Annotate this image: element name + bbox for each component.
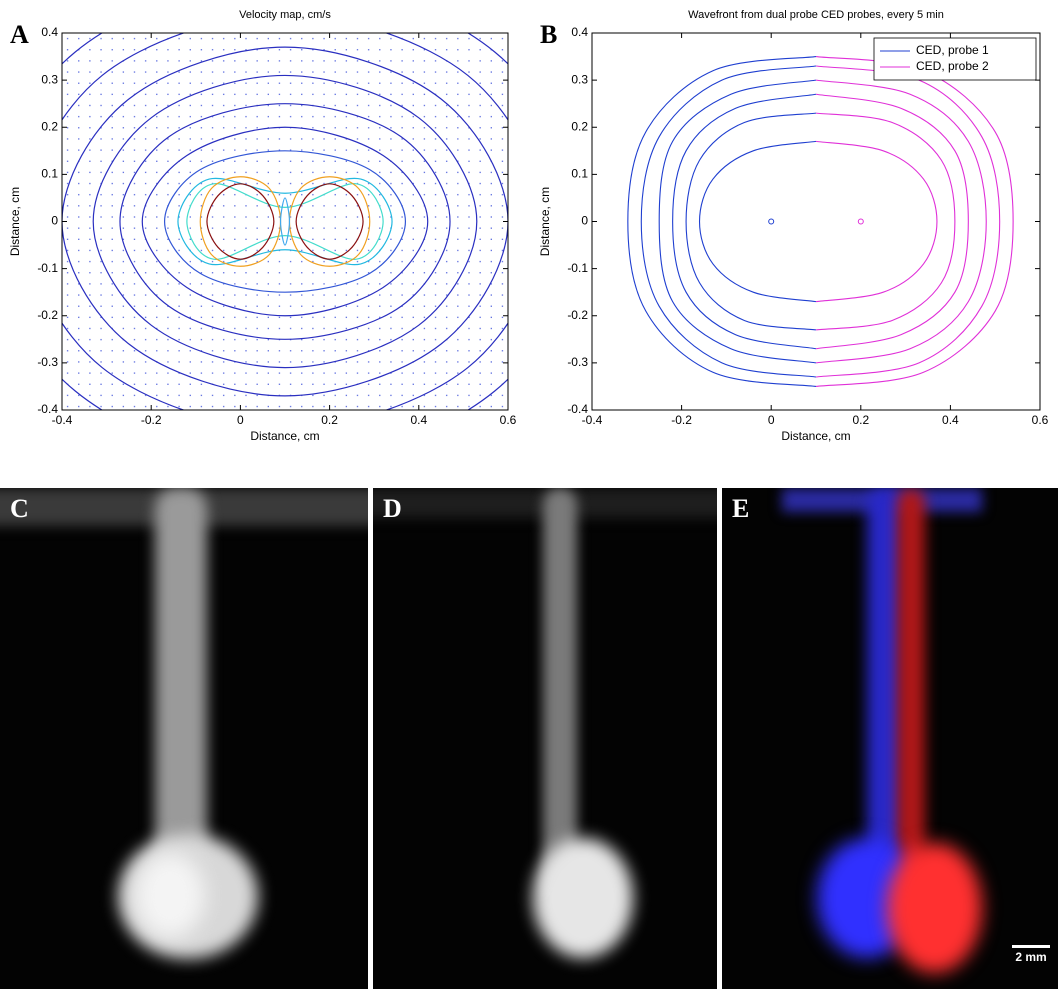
y-tick-label: 0 [581,214,588,228]
legend-label: CED, probe 2 [916,59,989,73]
y-tick-label: 0.4 [41,25,58,39]
y-tick-label: 0.4 [571,25,588,39]
y-tick-label: 0.3 [41,72,58,86]
plots: Velocity map, cm/s A Distance, cm Distance,… [8,9,1049,443]
wavefront [815,79,987,364]
panel-label: E [732,494,750,523]
wavefront [658,79,817,364]
panel-label: B [540,20,557,49]
y-axis-label: Distance, cm [538,187,552,256]
contour-line [186,183,384,260]
y-tick-label: -0.4 [37,402,58,416]
plot-area [627,56,1014,387]
wavefront [672,93,817,350]
y-tick-label: -0.4 [567,402,588,416]
contour-line [199,176,282,267]
y-axis-label: Distance, cm [8,187,22,256]
contour-line [163,150,407,293]
x-tick-label: 0.6 [500,413,517,427]
track-red [897,488,925,908]
blob-red [887,843,982,973]
x-tick-label: 0.6 [1032,413,1049,427]
y-tick-label: -0.2 [37,308,58,322]
infusion-core [135,853,205,938]
y-tick-label: -0.3 [567,355,588,369]
y-tick-label: 0.2 [571,119,588,133]
quiver-grid [62,33,508,410]
x-tick-label: -0.2 [671,413,692,427]
contour-line [295,183,364,260]
plot-area [62,33,508,410]
contour-line [206,183,275,260]
y-tick-label: 0.1 [571,167,588,181]
wavefront [698,140,817,303]
photo-c: C [0,488,368,989]
chart-title: Velocity map, cm/s [239,9,331,21]
wavefront [815,56,1014,387]
legend-label: CED, probe 1 [916,43,989,57]
contour-line [92,74,478,369]
x-axis-label: Distance, cm [250,429,319,443]
x-tick-label: -0.2 [141,413,162,427]
wavefront [815,65,1001,378]
x-tick-label: -0.4 [582,413,603,427]
y-tick-label: 0 [51,214,58,228]
panel-label: C [10,494,29,523]
contour-line [119,103,451,340]
probe-marker [768,218,775,225]
y-tick-label: -0.1 [37,261,58,275]
photo-d: D [373,488,717,989]
y-tick-label: 0.3 [571,72,588,86]
x-tick-label: 0.2 [321,413,338,427]
probe-marker [857,218,864,225]
contour-line [141,126,429,317]
x-tick-label: 0.4 [410,413,427,427]
photo-e: E 2 mm [722,488,1058,989]
contour-line [62,33,508,410]
panel-label: D [383,494,402,523]
wavefront [815,140,938,303]
infusion-track [155,488,207,888]
x-axis-label: Distance, cm [781,429,850,443]
x-tick-label: 0.2 [852,413,869,427]
infusion-blob [533,838,633,958]
contour-line [177,177,393,266]
contour-line [279,197,291,246]
y-tick-label: 0.1 [41,167,58,181]
wavefront [640,65,817,378]
x-tick-label: 0 [237,413,244,427]
scale-bar [1012,945,1050,948]
y-tick-label: -0.2 [567,308,588,322]
panel-label: A [10,20,29,49]
y-tick-label: -0.3 [37,355,58,369]
scale-bar-label: 2 mm [1015,950,1047,964]
wavefront [627,56,817,387]
chart-title: Wavefront from dual probe CED probes, ev… [688,9,944,21]
infusion-track [543,488,577,898]
x-tick-label: 0 [768,413,775,427]
y-tick-label: 0.2 [41,119,58,133]
wavefront [685,112,817,331]
x-tick-label: -0.4 [52,413,73,427]
legend-box [873,37,1037,81]
x-tick-label: 0.4 [942,413,959,427]
contour-line [62,46,508,397]
y-tick-label: -0.1 [567,261,588,275]
wavefront [815,112,956,331]
wavefront [815,93,969,350]
